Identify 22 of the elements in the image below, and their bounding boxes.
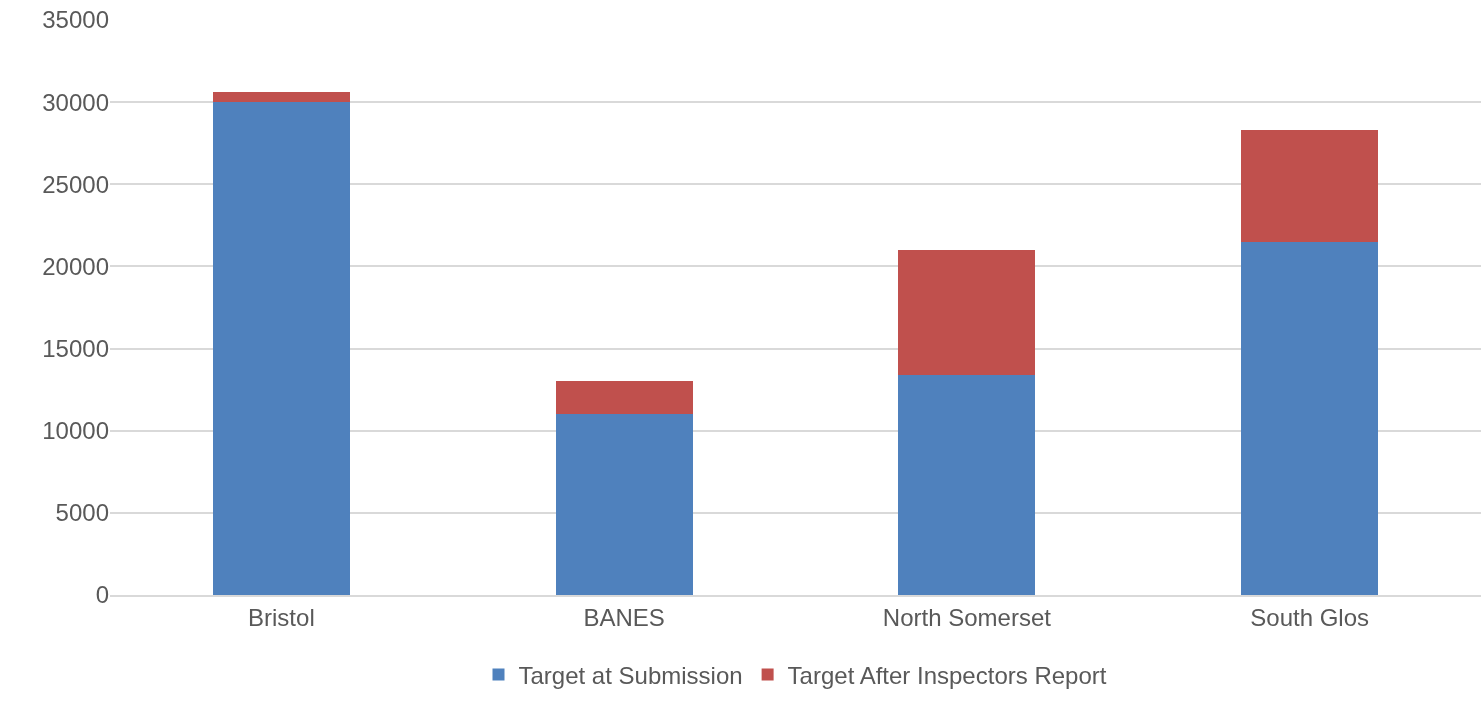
bar xyxy=(555,381,693,415)
y-tick-label: 20000 xyxy=(42,252,109,280)
bar xyxy=(898,250,1036,375)
x-tick-label: South Glos xyxy=(1250,603,1369,631)
y-tick-label: 35000 xyxy=(42,6,109,34)
x-tick-label: North Somerset xyxy=(882,603,1052,631)
y-tick-label: 5000 xyxy=(55,499,109,527)
bar xyxy=(212,92,350,103)
bar xyxy=(555,414,693,595)
y-tick-label: 30000 xyxy=(42,88,109,116)
bar xyxy=(1241,241,1379,595)
bar xyxy=(1241,130,1379,242)
bar xyxy=(212,102,350,595)
y-tick-label: 10000 xyxy=(42,417,109,445)
x-tick-label: BANES xyxy=(583,603,665,631)
legend-label: Target After Inspectors Report xyxy=(787,661,1107,689)
y-tick-label: 15000 xyxy=(42,334,109,362)
y-tick-label: 0 xyxy=(95,581,109,609)
legend-label: Target at Submission xyxy=(518,661,743,689)
bar xyxy=(898,374,1036,595)
y-tick-label: 25000 xyxy=(42,170,109,198)
x-tick-label: Bristol xyxy=(248,603,315,631)
